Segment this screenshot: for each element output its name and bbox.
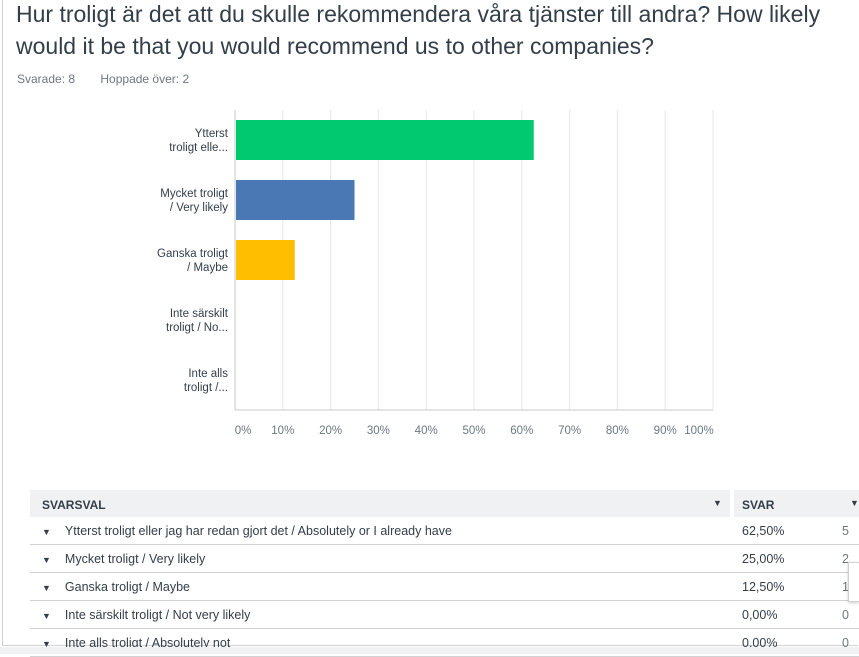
category-label: / Maybe xyxy=(187,262,228,274)
row-label-cell: ▼ Inte särskilt troligt / Not very likely xyxy=(42,608,250,622)
table-row: ▼ Mycket troligt / Very likely 25,00% 2 xyxy=(30,545,859,573)
answer-count: 0 xyxy=(842,636,849,650)
row-label-cell: ▼ Ganska troligt / Maybe xyxy=(42,580,190,594)
response-stats: Svarade: 8 Hoppade över: 2 xyxy=(17,72,211,86)
header-svar[interactable]: SVAR xyxy=(742,498,775,512)
table-header: SVARSVAL ▼ SVAR ▼ xyxy=(30,490,859,517)
answer-table: SVARSVAL ▼ SVAR ▼ ▼ Ytterst troligt eller… xyxy=(30,490,859,657)
category-label: Inte alls xyxy=(188,368,228,380)
answer-count: 5 xyxy=(842,524,849,538)
answer-label: Mycket troligt / Very likely xyxy=(64,552,206,566)
row-label-cell: ▼ Ytterst troligt eller jag har redan gjo… xyxy=(42,524,452,538)
x-tick-label: 40% xyxy=(415,425,438,437)
answer-label: Ytterst troligt eller jag har redan gjor… xyxy=(64,524,452,538)
row-label-cell: ▼ Inte alls troligt / Absolutely not xyxy=(42,636,230,650)
horizontal-scrollbar[interactable] xyxy=(0,647,859,654)
popup-menu[interactable] xyxy=(848,562,859,602)
category-label: Ytterst xyxy=(195,128,229,140)
x-tick-label: 20% xyxy=(319,425,342,437)
answer-count: 1 xyxy=(842,580,849,594)
answer-count: 2 xyxy=(842,552,849,566)
expand-icon[interactable]: ▼ xyxy=(42,555,51,565)
row-label-cell: ▼ Mycket troligt / Very likely xyxy=(42,552,205,566)
answer-percent: 0,00% xyxy=(742,636,778,650)
expand-icon[interactable]: ▼ xyxy=(42,583,51,593)
answer-percent: 0,00% xyxy=(742,608,778,622)
answer-label: Ganska troligt / Maybe xyxy=(64,580,190,594)
category-label: Mycket troligt xyxy=(160,188,229,200)
x-tick-label: 50% xyxy=(462,425,485,437)
table-row: ▼ Ytterst troligt eller jag har redan gjo… xyxy=(30,517,859,545)
expand-icon[interactable]: ▼ xyxy=(42,527,51,537)
table-row: ▼ Inte särskilt troligt / Not very likely… xyxy=(30,601,859,629)
x-tick-label: 60% xyxy=(510,425,533,437)
answer-percent: 12,50% xyxy=(742,580,785,594)
category-label: Inte särskilt xyxy=(170,308,229,320)
category-label: / Very likely xyxy=(170,202,228,214)
category-label: troligt /... xyxy=(184,382,228,394)
answered-count: Svarade: 8 xyxy=(17,72,76,86)
skipped-count: Hoppade över: 2 xyxy=(100,72,190,86)
category-label: troligt / No... xyxy=(166,322,228,334)
answer-label: Inte särskilt troligt / Not very likely xyxy=(64,608,251,622)
x-tick-label: 80% xyxy=(606,425,629,437)
answer-percent: 62,50% xyxy=(742,524,785,538)
question-title: Hur troligt är det att du skulle rekomme… xyxy=(16,1,821,59)
bar[interactable] xyxy=(236,240,295,280)
x-tick-label: 0% xyxy=(235,425,252,437)
sort-dropdown-icon[interactable]: ▼ xyxy=(713,498,722,508)
question-panel xyxy=(2,0,858,646)
sort-dropdown-icon[interactable]: ▼ xyxy=(850,498,859,508)
expand-icon[interactable]: ▼ xyxy=(42,639,51,649)
expand-icon[interactable]: ▼ xyxy=(42,611,51,621)
bar-chart: 0% 10% 20% 30% 40% 50% 60% 70% 80% 90% 100% Ytterst… xyxy=(157,110,714,437)
x-tick-label: 10% xyxy=(271,425,294,437)
category-label: troligt elle... xyxy=(169,142,228,154)
x-tick-label: 70% xyxy=(558,425,581,437)
answer-label: Inte alls troligt / Absolutely not xyxy=(64,636,231,650)
answer-count: 0 xyxy=(842,608,849,622)
x-tick-label: 90% xyxy=(654,425,677,437)
x-tick-label: 30% xyxy=(367,425,390,437)
x-tick-label: 100% xyxy=(684,425,713,437)
bar[interactable] xyxy=(236,180,355,220)
bar[interactable] xyxy=(236,120,534,160)
header-svarsval[interactable]: SVARSVAL xyxy=(42,498,106,512)
table-row: ▼ Ganska troligt / Maybe 12,50% 1 xyxy=(30,573,859,601)
category-label: Ganska troligt xyxy=(157,248,229,260)
answer-percent: 25,00% xyxy=(742,552,785,566)
header-divider xyxy=(730,490,734,517)
